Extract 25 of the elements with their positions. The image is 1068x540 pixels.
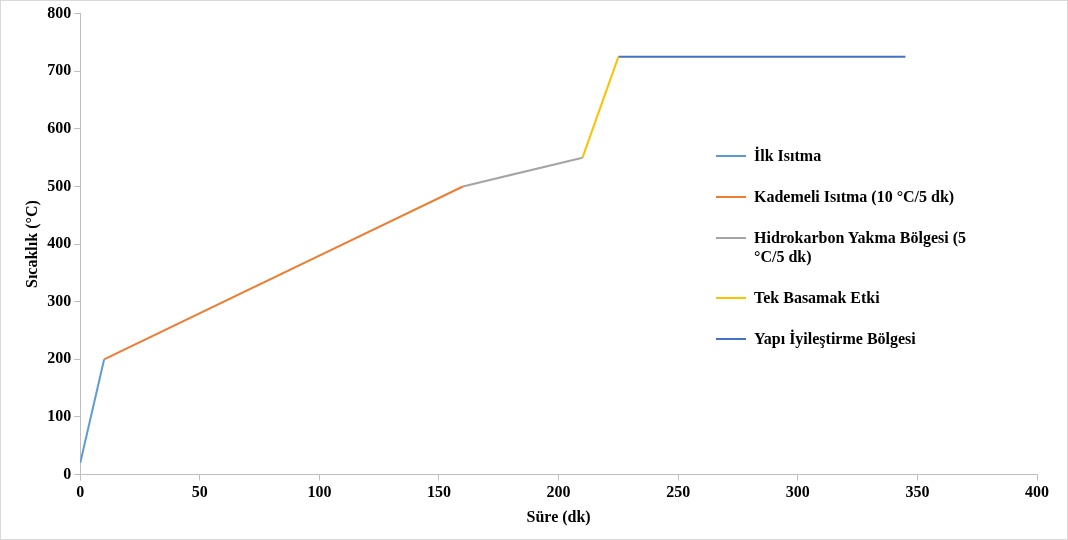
- legend-label: İlk Isıtma: [754, 146, 822, 165]
- legend-label: Kademeli Isıtma (10 °C/5 dk): [754, 187, 955, 206]
- x-axis-title: Süre (dk): [526, 507, 591, 526]
- x-tick-label: 400: [1025, 483, 1049, 501]
- y-axis-title: Sıcaklık (°C): [22, 200, 41, 288]
- x-tick-label: 350: [905, 483, 930, 501]
- x-tick-label: 150: [427, 483, 451, 501]
- x-tick-label: 200: [546, 483, 571, 501]
- y-tick-label: 400: [47, 234, 72, 252]
- y-tick-label: 800: [47, 3, 72, 21]
- x-tick-label: 100: [307, 483, 332, 501]
- x-tick-label: 0: [76, 483, 85, 501]
- legend-label: Hidrokarbon Yakma Bölgesi (5 °C/5 dk): [754, 228, 968, 266]
- y-tick-label: 0: [63, 464, 72, 482]
- y-tick-label: 200: [47, 349, 72, 367]
- y-tick-label: 500: [47, 176, 72, 194]
- x-tick-label: 300: [785, 483, 810, 501]
- legend-label: Yapı İyileştirme Bölgesi: [754, 329, 916, 348]
- x-tick-label: 250: [666, 483, 691, 501]
- legend-label: Tek Basamak Etki: [754, 288, 880, 307]
- y-tick-label: 100: [47, 407, 72, 425]
- y-tick-label: 300: [47, 291, 72, 309]
- y-tick-label: 700: [47, 61, 72, 79]
- y-tick-label: 600: [47, 118, 72, 136]
- x-tick-label: 50: [191, 483, 208, 501]
